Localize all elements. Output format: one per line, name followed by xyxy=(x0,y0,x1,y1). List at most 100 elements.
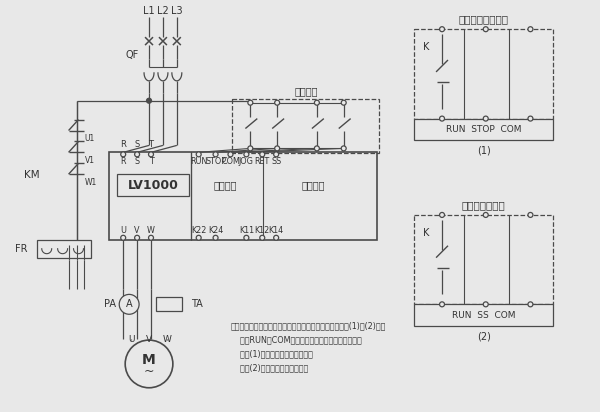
Text: FR: FR xyxy=(16,244,28,254)
Circle shape xyxy=(149,235,154,240)
Circle shape xyxy=(314,100,319,105)
Text: ~: ~ xyxy=(144,365,154,378)
Circle shape xyxy=(134,235,140,240)
Text: 旁路控制: 旁路控制 xyxy=(214,180,237,190)
Circle shape xyxy=(196,235,201,240)
Text: 利用RUN和COM的闭合和断开来控制启动和停止。: 利用RUN和COM的闭合和断开来控制启动和停止。 xyxy=(230,335,362,344)
Text: K: K xyxy=(423,42,430,52)
Circle shape xyxy=(341,100,346,105)
Bar xyxy=(232,99,379,153)
Text: L3: L3 xyxy=(171,6,182,16)
Circle shape xyxy=(196,152,201,157)
Text: K22: K22 xyxy=(191,226,206,235)
Text: W: W xyxy=(163,335,172,344)
Text: K24: K24 xyxy=(208,226,223,235)
Text: 故障输出: 故障输出 xyxy=(301,180,325,190)
Text: L2: L2 xyxy=(157,6,169,16)
Circle shape xyxy=(528,27,533,32)
Text: W1: W1 xyxy=(85,178,97,187)
Text: STOP: STOP xyxy=(205,157,226,166)
Text: K14: K14 xyxy=(269,226,284,235)
Text: V: V xyxy=(134,226,140,235)
Circle shape xyxy=(483,116,488,121)
Circle shape xyxy=(275,100,280,105)
Circle shape xyxy=(440,116,445,121)
Text: 二线控制自由停车: 二线控制自由停车 xyxy=(459,14,509,24)
Text: RUN  STOP  COM: RUN STOP COM xyxy=(446,125,521,134)
Text: (2): (2) xyxy=(477,331,491,341)
Text: S: S xyxy=(134,157,140,166)
Text: S: S xyxy=(134,140,140,149)
Circle shape xyxy=(440,27,445,32)
Text: V1: V1 xyxy=(85,156,94,165)
Text: U: U xyxy=(120,226,126,235)
Circle shape xyxy=(528,302,533,307)
Circle shape xyxy=(121,235,125,240)
Text: PA: PA xyxy=(104,300,116,309)
Text: M: M xyxy=(142,353,156,367)
Circle shape xyxy=(244,235,249,240)
Text: QF: QF xyxy=(126,50,139,60)
Text: L1: L1 xyxy=(143,6,155,16)
Text: R: R xyxy=(120,140,126,149)
Text: 按图(1)接线，停车为自由停车；: 按图(1)接线，停车为自由停车； xyxy=(230,349,313,358)
Circle shape xyxy=(146,98,152,103)
Circle shape xyxy=(134,152,140,157)
Text: T: T xyxy=(149,140,154,149)
Text: K: K xyxy=(423,228,430,238)
Bar xyxy=(414,215,553,304)
Text: RUN: RUN xyxy=(190,157,208,166)
Circle shape xyxy=(528,116,533,121)
Circle shape xyxy=(248,146,253,151)
Circle shape xyxy=(228,152,233,157)
Text: R: R xyxy=(121,157,126,166)
Text: 三线控制: 三线控制 xyxy=(294,86,318,96)
Circle shape xyxy=(440,302,445,307)
Text: JOG: JOG xyxy=(239,157,254,166)
Circle shape xyxy=(248,100,253,105)
Circle shape xyxy=(483,27,488,32)
Text: 注：软启动器的外控起动、停止也可采用二线控制《见图(1)和(2)》，: 注：软启动器的外控起动、停止也可采用二线控制《见图(1)和(2)》， xyxy=(230,321,386,330)
Text: 按图(2)接线，停车为软停车。: 按图(2)接线，停车为软停车。 xyxy=(230,363,309,372)
Text: V: V xyxy=(146,335,152,344)
Circle shape xyxy=(483,302,488,307)
Text: A: A xyxy=(126,300,133,309)
Bar xyxy=(37,240,91,258)
Circle shape xyxy=(244,152,249,157)
Circle shape xyxy=(260,152,265,157)
Text: COM: COM xyxy=(221,157,240,166)
Text: K11: K11 xyxy=(239,226,254,235)
Circle shape xyxy=(125,340,173,388)
Text: W: W xyxy=(147,226,155,235)
Text: RET: RET xyxy=(254,157,270,166)
Bar xyxy=(414,304,553,326)
Circle shape xyxy=(260,235,265,240)
Bar xyxy=(414,119,553,140)
Text: U: U xyxy=(128,335,134,344)
Circle shape xyxy=(149,152,154,157)
Circle shape xyxy=(119,295,139,314)
Circle shape xyxy=(341,146,346,151)
Circle shape xyxy=(440,213,445,218)
Bar xyxy=(414,29,553,119)
Text: LV1000: LV1000 xyxy=(128,179,178,192)
Text: (1): (1) xyxy=(477,145,491,155)
Circle shape xyxy=(275,146,280,151)
Text: U1: U1 xyxy=(85,134,95,143)
Text: KM: KM xyxy=(24,170,40,180)
Bar xyxy=(117,174,189,196)
Text: RUN  SS  COM: RUN SS COM xyxy=(452,311,515,320)
Bar xyxy=(156,297,182,311)
Circle shape xyxy=(528,213,533,218)
Text: SS: SS xyxy=(271,157,281,166)
Circle shape xyxy=(121,152,125,157)
Text: K12: K12 xyxy=(254,226,270,235)
Text: TA: TA xyxy=(191,300,202,309)
Bar xyxy=(109,152,377,240)
Text: 二线控制软停车: 二线控制软停车 xyxy=(462,200,506,210)
Circle shape xyxy=(213,235,218,240)
Circle shape xyxy=(213,152,218,157)
Circle shape xyxy=(314,146,319,151)
Text: T: T xyxy=(149,157,154,166)
Circle shape xyxy=(483,213,488,218)
